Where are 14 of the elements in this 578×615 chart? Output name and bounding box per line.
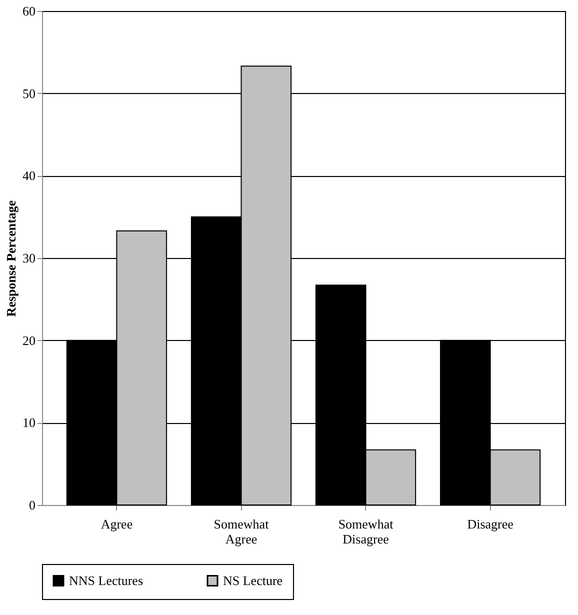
y-axis-title: Response Percentage bbox=[4, 200, 18, 317]
legend-label: NNS Lectures bbox=[69, 572, 144, 588]
legend-label: NS Lecture bbox=[223, 572, 283, 588]
y-tick-label: 40 bbox=[22, 168, 36, 184]
y-tick-label: 50 bbox=[22, 86, 36, 101]
y-tick-label: 60 bbox=[22, 4, 36, 18]
x-tick-label: Somewhat Agree bbox=[214, 516, 270, 546]
x-tick-label: Disagree bbox=[467, 516, 514, 532]
y-tick-label: 20 bbox=[22, 332, 36, 348]
x-tick-label: Agree bbox=[100, 516, 133, 532]
x-tick-label: Somewhat Disagree bbox=[338, 516, 394, 546]
y-tick-label: 10 bbox=[22, 415, 36, 430]
y-tick-label: 30 bbox=[22, 250, 36, 266]
y-tick-label: 0 bbox=[29, 498, 36, 512]
